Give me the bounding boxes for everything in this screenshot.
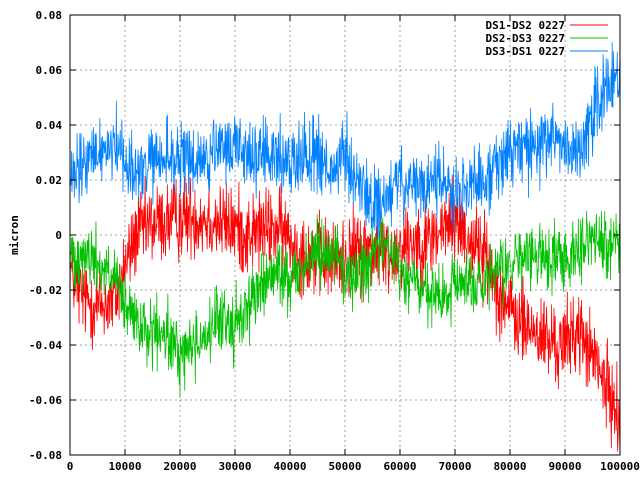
y-tick-label: 0.06	[36, 64, 63, 77]
x-tick-label: 0	[67, 460, 74, 473]
x-tick-label: 90000	[548, 460, 581, 473]
y-tick-label: 0.08	[36, 9, 63, 22]
y-tick-label: 0.04	[36, 119, 63, 132]
x-tick-label: 80000	[493, 460, 526, 473]
series-lines	[69, 42, 621, 456]
legend-label-1: DS1-DS2 0227	[486, 19, 565, 32]
y-tick-label: -0.02	[29, 284, 62, 297]
axis-ticks: 0 10000 20000 30000 40000 50000 60000 70000 8000…	[29, 9, 640, 473]
x-tick-label: 100000	[600, 460, 640, 473]
x-tick-label: 10000	[108, 460, 141, 473]
y-tick-label: -0.06	[29, 394, 62, 407]
x-tick-label: 40000	[273, 460, 306, 473]
y-tick-label: 0	[55, 229, 62, 242]
y-axis-title: micron	[8, 215, 21, 255]
series-line-1	[69, 174, 621, 456]
series-line-2	[69, 209, 621, 398]
x-tick-label: 60000	[383, 460, 416, 473]
y-tick-label: -0.08	[29, 449, 62, 462]
x-tick-label: 50000	[328, 460, 361, 473]
x-tick-label: 30000	[218, 460, 251, 473]
legend-label-2: DS2-DS3 0227	[486, 32, 565, 45]
legend-label-3: DS3-DS1 0227	[486, 45, 565, 58]
y-tick-label: -0.04	[29, 339, 62, 352]
series-line-3	[69, 42, 621, 239]
x-tick-label: 70000	[438, 460, 471, 473]
y-tick-label: 0.02	[36, 174, 63, 187]
x-tick-label: 20000	[163, 460, 196, 473]
